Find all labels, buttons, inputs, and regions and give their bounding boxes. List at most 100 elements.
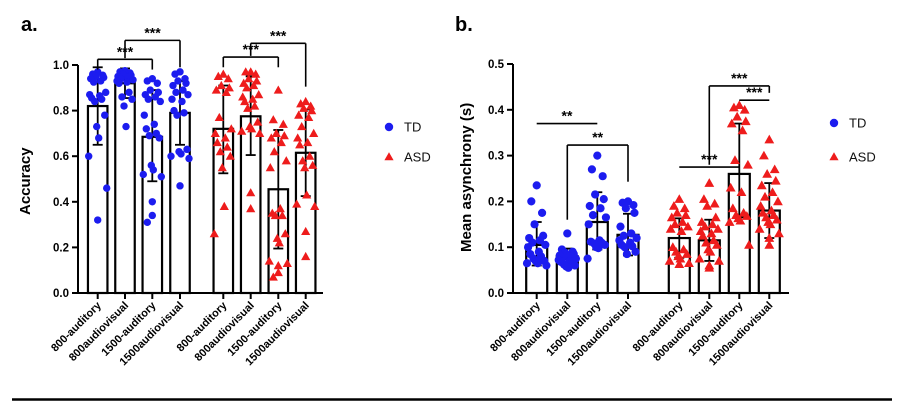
scatter-point	[146, 86, 154, 94]
scatter-point	[270, 210, 280, 220]
scatter-point	[273, 85, 283, 94]
scatter-point	[242, 83, 252, 92]
scatter-point	[264, 256, 274, 265]
scatter-point	[704, 262, 715, 272]
scatter-point	[699, 194, 709, 203]
y-tick-label: 0.4	[488, 105, 505, 117]
scatter-point	[599, 195, 608, 204]
scatter-point	[172, 88, 180, 97]
scatter-point	[664, 256, 675, 265]
scatter-point	[666, 212, 677, 222]
scatter-point	[697, 230, 708, 240]
scatter-point	[91, 97, 99, 106]
scatter-point	[173, 111, 181, 119]
scatter-point	[213, 71, 223, 80]
scatter-point	[620, 243, 629, 252]
scatter-point	[182, 79, 190, 87]
scatter-point	[143, 218, 151, 227]
scatter-point	[177, 150, 185, 158]
scatter-point	[532, 181, 541, 190]
scatter-point	[282, 258, 292, 267]
scatter-point	[269, 147, 279, 156]
scatter-point	[218, 69, 228, 78]
scatter-point	[183, 145, 191, 154]
bar	[114, 82, 136, 295]
scatter-point	[217, 163, 227, 172]
significance-label: **	[592, 129, 603, 145]
scatter-point	[585, 201, 594, 211]
scatter-point	[523, 243, 533, 252]
scatter-point	[243, 103, 253, 112]
scatter-point	[739, 104, 750, 114]
scatter-point	[735, 215, 746, 225]
scatter-point	[85, 152, 93, 160]
scatter-point	[527, 197, 536, 206]
scatter-point	[248, 94, 258, 103]
scatter-point	[180, 109, 188, 117]
scatter-point	[185, 154, 193, 163]
y-tick-label: 0.0	[488, 288, 504, 300]
scatter-point	[102, 88, 110, 97]
scatter-point	[90, 78, 98, 86]
scatter-point	[564, 263, 573, 272]
scatter-point	[273, 261, 283, 270]
scatter-point	[730, 155, 740, 165]
scatter-point	[588, 211, 598, 220]
panel-a-y-axis-label: Accuracy	[17, 147, 34, 215]
scatter-point	[142, 125, 150, 133]
scatter-point	[305, 151, 315, 160]
scatter-point	[97, 77, 105, 85]
scatter-point	[140, 111, 148, 119]
scatter-point	[754, 223, 765, 233]
scatter-point	[129, 76, 137, 84]
td-legend-label: TD	[404, 120, 421, 135]
panel-b-y-axis-label: Mean asynchrony (s)	[458, 103, 475, 252]
scatter-point	[223, 74, 233, 83]
scatter-point	[299, 103, 309, 112]
scatter-point	[101, 111, 109, 119]
scatter-point	[139, 170, 147, 179]
scatter-point	[307, 106, 317, 115]
scatter-point	[769, 164, 780, 174]
scatter-point	[700, 221, 710, 231]
scatter-point	[674, 194, 685, 203]
scatter-point	[128, 95, 136, 103]
scatter-point	[683, 221, 693, 231]
scatter-point	[178, 97, 186, 106]
scatter-point	[266, 133, 276, 142]
significance-label: ***	[144, 24, 161, 40]
y-tick-label: 0.8	[53, 106, 70, 118]
significance-label: **	[562, 108, 573, 124]
scatter-point	[706, 228, 717, 238]
scatter-point	[310, 201, 320, 210]
scatter-point	[741, 211, 752, 220]
scatter-point	[268, 115, 278, 124]
scatter-point	[665, 223, 676, 233]
scatter-point	[309, 128, 319, 137]
scatter-point	[765, 219, 776, 229]
scatter-point	[306, 101, 316, 110]
scatter-point	[710, 212, 721, 222]
scatter-point	[622, 249, 632, 259]
scatter-point	[601, 213, 611, 222]
scatter-point	[669, 201, 679, 210]
td-legend-marker-icon	[829, 118, 839, 128]
scatter-point	[705, 246, 716, 256]
scatter-point	[125, 88, 133, 97]
scatter-point	[732, 111, 743, 121]
scatter-point	[279, 131, 289, 140]
scatter-point	[95, 134, 103, 142]
scatter-point	[762, 169, 773, 178]
scatter-point	[302, 190, 312, 199]
scatter-point	[103, 184, 111, 192]
scatter-point	[118, 93, 126, 101]
scatter-point	[156, 97, 164, 106]
scatter-point	[734, 100, 745, 110]
scatter-point	[591, 190, 600, 199]
scatter-point	[301, 226, 311, 236]
scatter-point	[298, 156, 308, 165]
scatter-point	[246, 204, 256, 213]
scatter-point	[759, 150, 769, 160]
scatter-point	[709, 198, 720, 208]
